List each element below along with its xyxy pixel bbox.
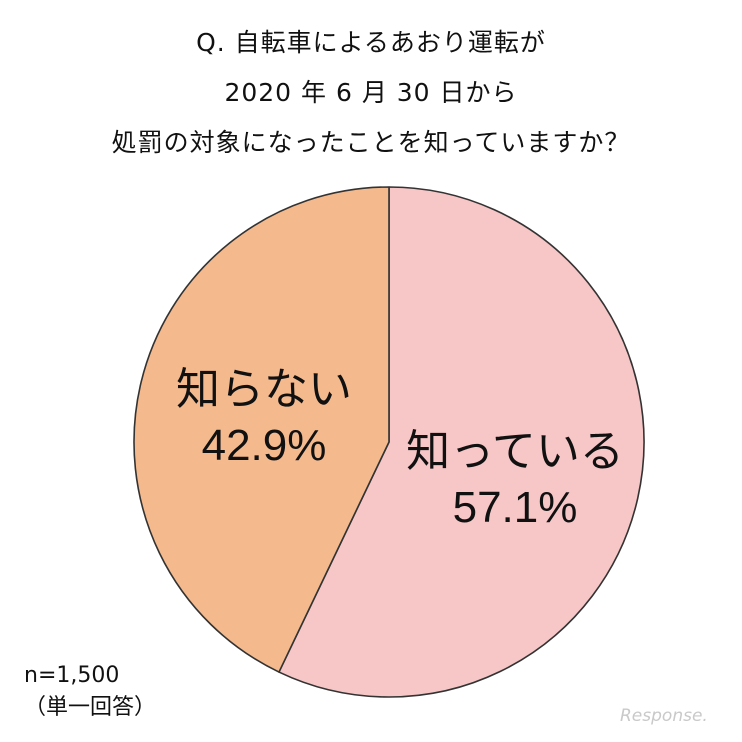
sample-note: n=1,500 （単一回答）: [24, 660, 156, 724]
chart-title: Q. 自転車によるあおり運転が 2020 年 6 月 30 日から 処罰の対象に…: [0, 18, 742, 168]
slice-label-1: 知っている: [406, 426, 624, 477]
pie-slice-2: [133, 186, 390, 673]
title-line-2: 2020 年 6 月 30 日から: [224, 78, 518, 107]
slice-label-2: 知らない: [176, 364, 352, 415]
pie-slice-1: [278, 186, 645, 698]
answer-type: （単一回答）: [24, 695, 157, 720]
title-line-1: Q. 自転車によるあおり運転が: [196, 28, 546, 57]
watermark-logo: Response.: [620, 706, 708, 726]
title-line-3: 処罰の対象になったことを知っていますか？: [111, 128, 631, 157]
slice-value-2: 42.9%: [202, 421, 327, 470]
slice-value-1: 57.1%: [453, 483, 578, 532]
sample-size: n=1,500: [24, 663, 120, 688]
